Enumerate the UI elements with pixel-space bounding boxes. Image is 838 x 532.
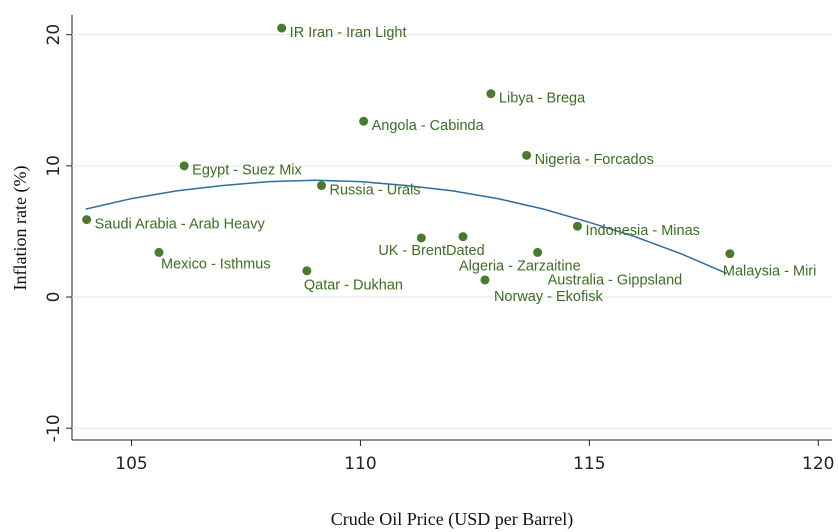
x-tick-label: 120 [802,454,834,474]
point-label: Egypt - Suez Mix [192,163,302,179]
point-label: Mexico - Isthmus [161,256,271,272]
point [154,247,164,257]
point [572,221,582,231]
point [486,89,496,99]
point-label: Qatar - Dukhan [304,278,403,294]
point-label: IR Iran - Iran Light [290,25,407,41]
point-label: Australia - Gippsland [548,272,683,288]
y-tick-label: 10 [44,155,64,177]
point-label: Norway - Ekofisk [494,289,604,305]
point [82,215,92,225]
point [416,233,426,243]
x-axis-label: Crude Oil Price (USD per Barrel) [331,509,573,530]
point-label: Saudi Arabia - Arab Heavy [95,216,266,232]
x-tick-label: 115 [573,454,605,474]
point [522,150,532,160]
point [480,275,490,285]
point [533,247,543,257]
y-axis-label: Inflation rate (%) [10,166,31,291]
y-tick-label: 0 [44,292,64,303]
point-label: Russia - Urals [330,182,421,198]
point-label: Indonesia - Minas [585,223,699,239]
x-tick-label: 110 [344,454,376,474]
point-label: Libya - Brega [499,91,586,107]
point-label: Nigeria - Forcados [535,152,654,168]
point [317,181,327,191]
point [359,116,369,126]
fit-line [85,179,727,275]
point-label: Angola - Cabinda [372,118,485,134]
y-tick-label: 20 [44,24,64,46]
point [302,266,312,276]
y-tick-label: -10 [44,414,64,442]
point [277,23,287,33]
point-label: UK - BrentDated [378,243,484,259]
point [725,249,735,259]
point-label: Malaysia - Miri [723,264,816,280]
point [458,232,468,242]
point [179,161,189,171]
point-label: Algeria - Zarzaitine [459,259,581,275]
x-tick-label: 105 [115,454,147,474]
